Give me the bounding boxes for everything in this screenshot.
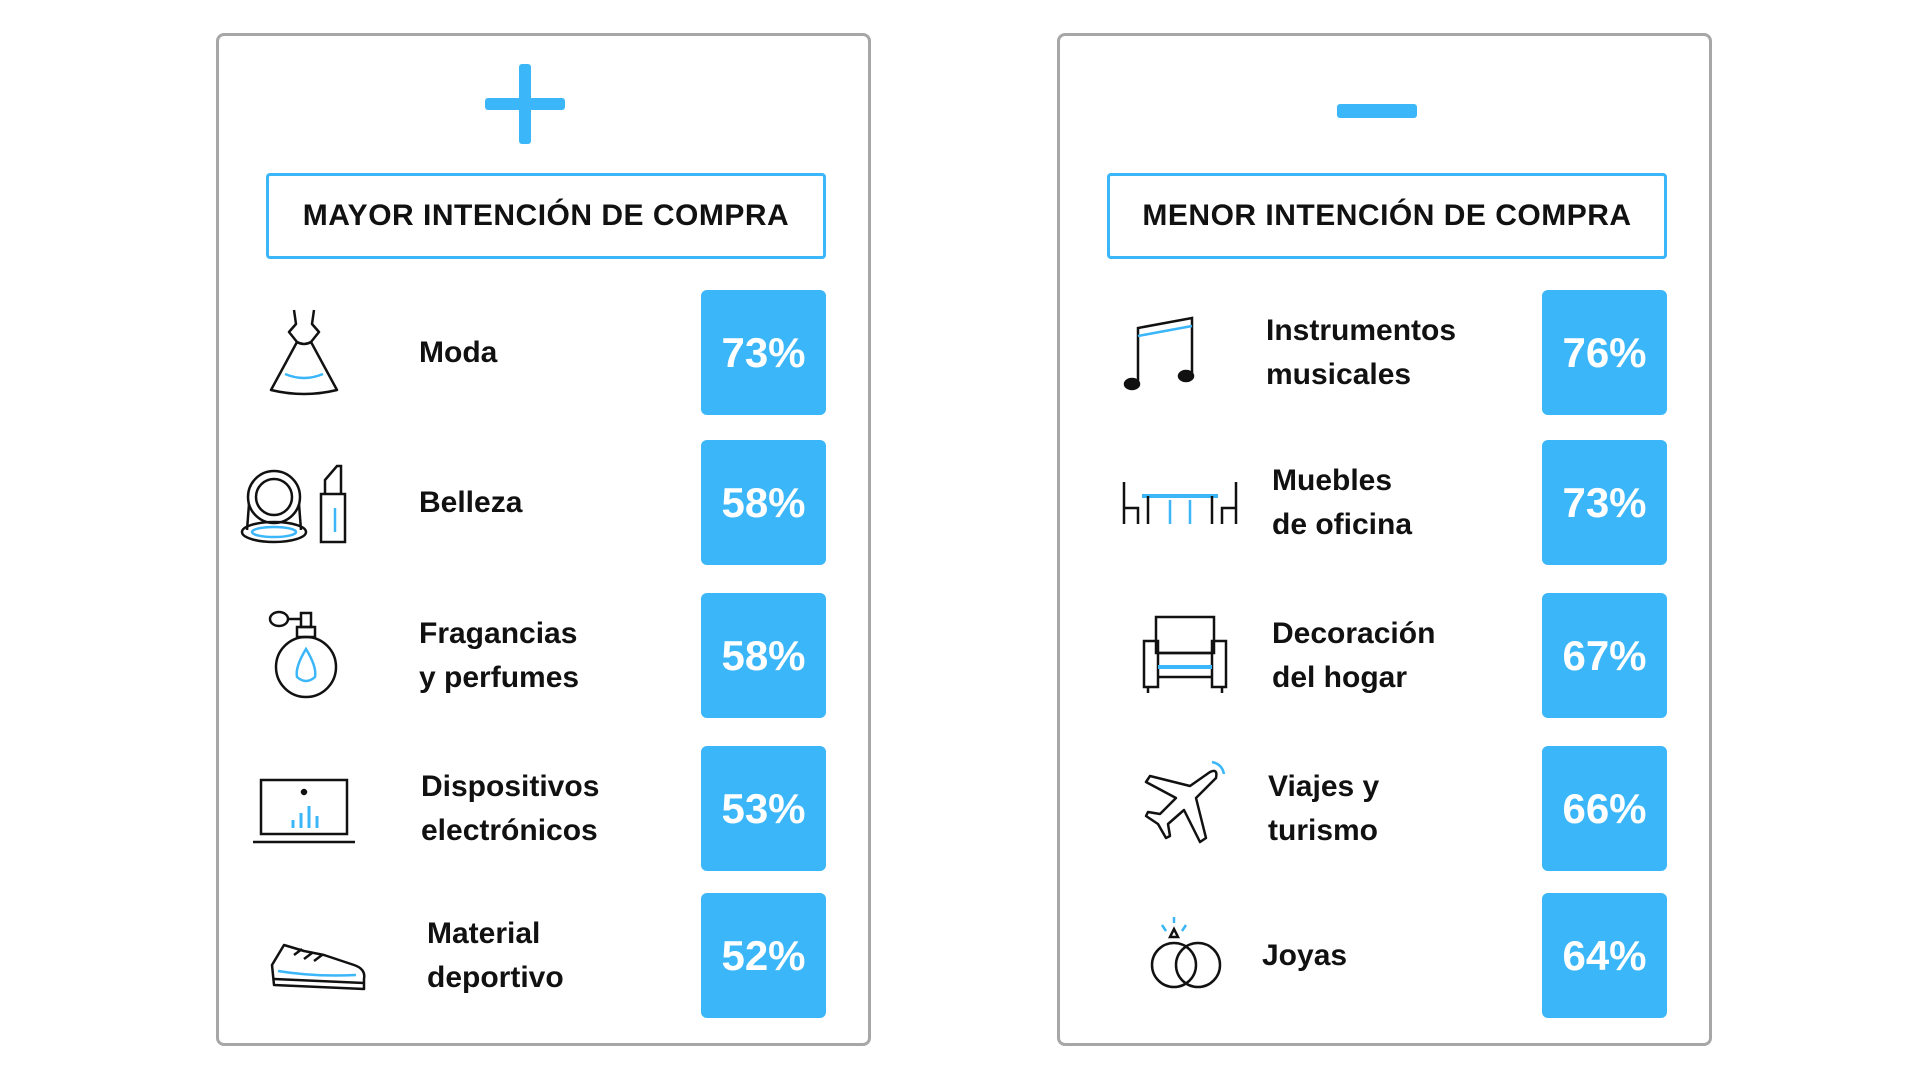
list-item-fragancias: Fragancias y perfumes 58% [219,593,868,718]
list-item-viajes: Viajes y turismo 66% [1060,746,1709,871]
list-item-joyas: Joyas 64% [1060,893,1709,1018]
item-label: Dispositivos electrónicos [421,769,600,847]
list-item-material: Material deportivo 52% [219,893,868,1018]
list-item-decoracion: Decoración del hogar 67% [1060,593,1709,718]
item-percentage: 66% [1542,746,1667,871]
minus-icon [1337,104,1417,118]
item-label: Instrumentos musicales [1266,313,1457,391]
sneaker-icon [264,905,374,1005]
item-percentage: 73% [1542,440,1667,565]
item-percentage: 53% [701,746,826,871]
right-panel: MENOR INTENCIÓN DE COMPRA Instrumentos m… [1057,33,1712,1046]
music-note-icon [1120,302,1210,402]
office-furniture-icon [1120,452,1240,552]
plus-icon [485,64,565,144]
item-label: Moda [419,335,498,369]
item-label: Joyas [1262,938,1348,972]
rings-icon [1142,905,1232,1005]
item-percentage: 58% [701,593,826,718]
airplane-icon [1140,758,1230,858]
list-item-moda: Moda 73% [219,290,868,415]
left-header: MAYOR INTENCIÓN DE COMPRA [266,173,826,259]
item-percentage: 52% [701,893,826,1018]
item-label: Viajes y turismo [1268,769,1380,847]
list-item-belleza: Belleza 58% [219,440,868,565]
dress-icon [249,302,359,402]
item-percentage: 73% [701,290,826,415]
item-label: Belleza [419,485,523,519]
item-percentage: 67% [1542,593,1667,718]
list-item-instrumentos: Instrumentos musicales 76% [1060,290,1709,415]
item-percentage: 64% [1542,893,1667,1018]
perfume-icon [249,605,359,705]
item-percentage: 58% [701,440,826,565]
list-item-muebles: Muebles de oficina 73% [1060,440,1709,565]
item-label: Muebles de oficina [1272,463,1413,541]
armchair-icon [1140,605,1230,705]
right-header: MENOR INTENCIÓN DE COMPRA [1107,173,1667,259]
item-percentage: 76% [1542,290,1667,415]
laptop-icon [249,758,359,858]
item-label: Material deportivo [427,916,564,994]
makeup-icon [239,452,369,552]
list-item-dispositivos: Dispositivos electrónicos 53% [219,746,868,871]
item-label: Decoración del hogar [1272,616,1436,694]
left-panel: MAYOR INTENCIÓN DE COMPRA Moda 73% [216,33,871,1046]
item-label: Fragancias y perfumes [419,616,580,694]
